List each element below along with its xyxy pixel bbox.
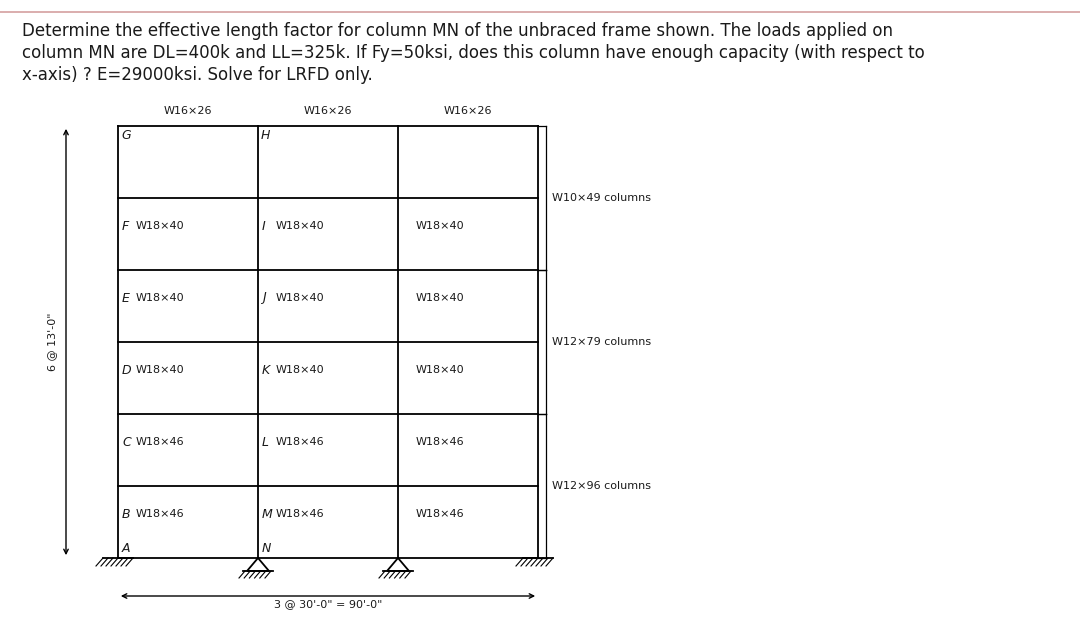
Text: W18×40: W18×40 (276, 293, 325, 303)
Text: K: K (262, 363, 270, 376)
Text: W18×46: W18×46 (276, 437, 325, 447)
Text: F: F (122, 219, 130, 232)
Text: W18×40: W18×40 (416, 221, 464, 231)
Text: W12×96 columns: W12×96 columns (552, 481, 651, 491)
Text: x-axis) ? E=29000ksi. Solve for LRFD only.: x-axis) ? E=29000ksi. Solve for LRFD onl… (22, 66, 373, 84)
Text: W18×40: W18×40 (276, 221, 325, 231)
Text: Determine the effective length factor for column MN of the unbraced frame shown.: Determine the effective length factor fo… (22, 22, 893, 40)
Text: W18×40: W18×40 (136, 365, 185, 375)
Text: column MN are DL=400k and LL=325k. If Fy=50ksi, does this column have enough cap: column MN are DL=400k and LL=325k. If Fy… (22, 44, 924, 62)
Text: H: H (261, 129, 270, 142)
Text: W18×46: W18×46 (136, 509, 185, 519)
Text: J: J (262, 291, 266, 304)
Text: W16×26: W16×26 (164, 106, 213, 116)
Text: L: L (262, 435, 269, 448)
Text: W18×40: W18×40 (136, 293, 185, 303)
Text: W16×26: W16×26 (303, 106, 352, 116)
Text: E: E (122, 291, 130, 304)
Text: W12×79 columns: W12×79 columns (552, 337, 651, 347)
Text: W18×46: W18×46 (276, 509, 325, 519)
Text: A: A (122, 542, 131, 555)
Text: W18×40: W18×40 (416, 365, 464, 375)
Text: W16×26: W16×26 (444, 106, 492, 116)
Text: W18×40: W18×40 (416, 293, 464, 303)
Text: B: B (122, 508, 131, 521)
Text: W18×40: W18×40 (276, 365, 325, 375)
Text: W10×49 columns: W10×49 columns (552, 193, 651, 203)
Text: W18×46: W18×46 (416, 437, 464, 447)
Text: N: N (262, 542, 271, 555)
Text: I: I (262, 219, 266, 232)
Text: W18×46: W18×46 (136, 437, 185, 447)
Text: C: C (122, 435, 131, 448)
Text: M: M (262, 508, 273, 521)
Text: D: D (122, 363, 132, 376)
Text: 3 @ 30'-0" = 90'-0": 3 @ 30'-0" = 90'-0" (274, 599, 382, 609)
Text: W18×46: W18×46 (416, 509, 464, 519)
Text: 6 @ 13'-0": 6 @ 13'-0" (48, 312, 57, 371)
Text: W18×40: W18×40 (136, 221, 185, 231)
Text: G: G (121, 129, 131, 142)
